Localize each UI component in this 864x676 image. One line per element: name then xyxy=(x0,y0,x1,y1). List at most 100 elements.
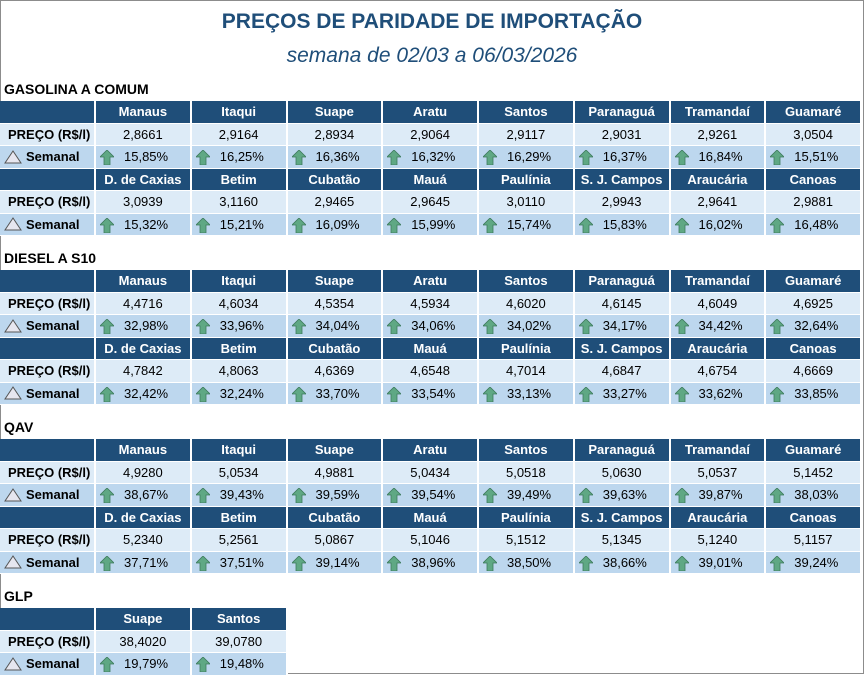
weekly-change: 15,51% xyxy=(766,146,862,169)
weekly-change: 16,36% xyxy=(287,146,384,169)
arrow-up-icon xyxy=(482,385,498,402)
weekly-change-value: 34,02% xyxy=(507,318,552,334)
weekly-row: Semanal 38,67% 39,43% 39,59% 39,54% 39,49% 39,… xyxy=(0,484,862,507)
header-row: Manaus Itaqui Suape Aratu Santos Paranaguá Tra… xyxy=(0,101,862,124)
weekly-label-text: Semanal xyxy=(26,487,80,503)
weekly-change-value: 32,24% xyxy=(219,385,264,401)
price-label: PREÇO (R$/l) xyxy=(0,529,96,552)
arrow-up-icon xyxy=(386,216,403,233)
weekly-change-value: 16,37% xyxy=(602,149,647,165)
location-header: Guamaré xyxy=(766,101,862,124)
weekly-change: 33,85% xyxy=(766,382,862,405)
arrow-up-icon xyxy=(673,216,690,233)
weekly-change-value: 19,79% xyxy=(124,656,169,672)
arrow-up-icon xyxy=(386,487,403,504)
location-header: Santos xyxy=(191,608,288,631)
location-header: D. de Caxias xyxy=(96,168,192,191)
weekly-label: Semanal xyxy=(0,213,96,236)
location-header: Betim xyxy=(191,337,288,360)
location-header: Paulínia xyxy=(479,506,575,529)
arrow-up-icon xyxy=(290,554,307,571)
price-label: PREÇO (R$/l) xyxy=(0,292,96,315)
weekly-change: 33,96% xyxy=(191,315,288,338)
weekly-change-value: 15,21% xyxy=(219,216,264,232)
location-header: Canoas xyxy=(766,168,862,191)
arrow-up-icon xyxy=(577,554,594,571)
location-header: Paranaguá xyxy=(574,270,671,293)
location-header: Mauá xyxy=(383,506,479,529)
location-header: Canoas xyxy=(766,506,862,529)
location-header: Paulínia xyxy=(479,337,575,360)
header-corner xyxy=(0,270,96,293)
arrow-up-icon xyxy=(386,385,403,402)
weekly-change: 34,02% xyxy=(479,315,575,338)
weekly-change-value: 38,67% xyxy=(124,487,169,503)
section-title: QAV xyxy=(4,419,34,435)
weekly-change-value: 16,36% xyxy=(315,149,360,165)
location-header: D. de Caxias xyxy=(96,337,192,360)
weekly-change-value: 39,43% xyxy=(219,487,264,503)
location-header: Tramandaí xyxy=(670,270,767,293)
weekly-change: 39,63% xyxy=(574,484,671,507)
weekly-change-value: 15,51% xyxy=(794,149,839,165)
arrow-up-icon xyxy=(99,554,115,571)
weekly-change-value: 16,29% xyxy=(507,149,552,165)
price-label: PREÇO (R$/l) xyxy=(0,461,96,484)
weekly-change: 38,96% xyxy=(383,551,479,574)
price-value: 4,4716 xyxy=(96,292,192,315)
weekly-change: 39,24% xyxy=(766,551,862,574)
weekly-change-value: 37,51% xyxy=(219,554,264,570)
weekly-row: Semanal 15,32% 15,21% 16,09% 15,99% 15,74% 15,… xyxy=(0,213,862,236)
location-header: Araucária xyxy=(670,168,767,191)
arrow-up-icon xyxy=(673,554,690,571)
price-label: PREÇO (R$/l) xyxy=(0,123,96,146)
weekly-row: Semanal 32,42% 32,24% 33,70% 33,54% 33,13% 33,… xyxy=(0,382,862,405)
weekly-change-value: 33,96% xyxy=(219,318,264,334)
price-row: PREÇO (R$/l) 4,7842 4,8063 4,6369 4,6548 4,70… xyxy=(0,360,862,383)
arrow-up-icon xyxy=(482,487,498,504)
arrow-up-icon xyxy=(769,216,786,233)
weekly-change-value: 39,59% xyxy=(315,487,360,503)
price-value: 38,4020 xyxy=(96,630,192,653)
location-header: Paranaguá xyxy=(574,101,671,124)
weekly-change-value: 15,74% xyxy=(507,216,552,232)
price-value: 5,0630 xyxy=(574,461,671,484)
price-value: 4,5934 xyxy=(383,292,479,315)
weekly-change-value: 33,27% xyxy=(602,385,647,401)
weekly-change-value: 39,63% xyxy=(602,487,647,503)
weekly-change-value: 39,24% xyxy=(794,554,839,570)
location-header: Suape xyxy=(287,101,384,124)
weekly-label: Semanal xyxy=(0,382,96,405)
price-value: 2,9064 xyxy=(383,123,479,146)
price-value: 2,8661 xyxy=(96,123,192,146)
weekly-change-value: 33,70% xyxy=(315,385,360,401)
weekly-change: 38,03% xyxy=(766,484,862,507)
arrow-up-icon xyxy=(99,149,115,166)
weekly-label-text: Semanal xyxy=(26,554,80,570)
weekly-change: 39,14% xyxy=(287,551,384,574)
weekly-change-value: 37,71% xyxy=(124,554,169,570)
location-header: Cubatão xyxy=(287,506,384,529)
arrow-up-icon xyxy=(194,385,211,402)
price-value: 4,6145 xyxy=(574,292,671,315)
arrow-up-icon xyxy=(99,318,115,335)
weekly-change: 16,48% xyxy=(766,213,862,236)
weekly-label: Semanal xyxy=(0,551,96,574)
delta-triangle-icon xyxy=(4,555,22,569)
weekly-change: 33,70% xyxy=(287,382,384,405)
weekly-change: 19,79% xyxy=(96,653,192,676)
arrow-up-icon xyxy=(673,487,690,504)
price-value: 4,5354 xyxy=(287,292,384,315)
weekly-change: 16,32% xyxy=(383,146,479,169)
arrow-up-icon xyxy=(99,385,115,402)
price-row: PREÇO (R$/l) 38,4020 39,0780 xyxy=(0,630,862,653)
price-value: 4,6925 xyxy=(766,292,862,315)
weekly-change: 37,51% xyxy=(191,551,288,574)
weekly-change: 39,54% xyxy=(383,484,479,507)
section-title: DIESEL A S10 xyxy=(4,250,97,266)
weekly-change: 34,42% xyxy=(670,315,767,338)
delta-triangle-icon xyxy=(4,149,22,164)
location-header: Suape xyxy=(287,270,384,293)
price-value: 4,6049 xyxy=(670,292,767,315)
price-value: 2,9645 xyxy=(383,191,479,214)
